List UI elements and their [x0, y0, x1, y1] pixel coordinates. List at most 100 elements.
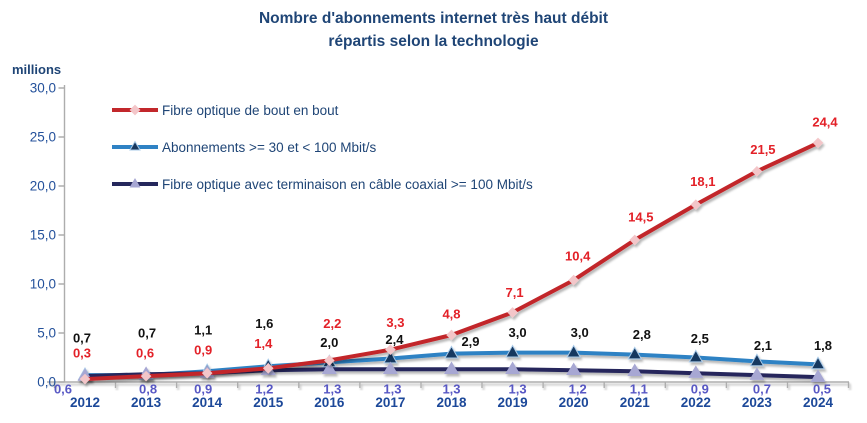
series-fibre-coaxial-100-mbits	[77, 361, 826, 382]
series-lines	[77, 137, 826, 385]
series-marker-triangle	[749, 353, 765, 367]
data-label-fibre-coaxial-100-mbits: 1,3	[509, 382, 527, 397]
x-axis-line	[47, 381, 850, 388]
series-marker-diamond	[812, 137, 824, 149]
series-marker-diamond	[690, 199, 702, 210]
legend-item-fibre-bout-en-bout: Fibre optique de bout en bout	[111, 102, 338, 118]
data-label-abonnements-30-100-mbits: 1,8	[814, 338, 832, 353]
data-label-fibre-coaxial-100-mbits: 0,8	[139, 382, 157, 397]
x-axis-tick-label: 2013	[131, 395, 162, 410]
axes: 0,0 5,0 10,0 15,0 20,0 25,0 30,0 2012 2013 2014 20…	[30, 81, 850, 410]
chart-title-line2: répartis selon la technologie	[328, 33, 539, 50]
legend-key-blue-line-triangle-icon	[112, 140, 158, 151]
series-fibre-optique-bout-en-bout	[79, 137, 824, 385]
data-label-fibre-optique-bout-en-bout: 3,3	[386, 315, 404, 330]
series-marker-triangle	[810, 356, 826, 370]
series-marker-triangle	[566, 344, 582, 358]
data-label-abonnements-30-100-mbits: 2,8	[633, 327, 651, 342]
y-axis-line	[58, 85, 66, 383]
series-marker-triangle	[505, 361, 521, 375]
data-label-fibre-coaxial-100-mbits: 1,1	[630, 382, 648, 397]
data-label-abonnements-30-100-mbits: 1,6	[255, 316, 273, 331]
data-label-abonnements-30-100-mbits: 3,0	[509, 325, 527, 340]
data-label-fibre-optique-bout-en-bout: 0,3	[73, 346, 91, 361]
y-axis-unit-label: millions	[12, 62, 62, 77]
data-label-fibre-optique-bout-en-bout: 18,1	[690, 174, 715, 189]
series-marker-triangle	[688, 349, 704, 363]
data-label-abonnements-30-100-mbits: 2,0	[320, 335, 338, 350]
data-label-abonnements-30-100-mbits: 1,1	[194, 323, 212, 338]
series-marker-triangle	[749, 367, 765, 380]
x-axis-tick-label: 2015	[253, 395, 284, 410]
legend-item-fibre-coaxial: Fibre optique avec terminaison en câble …	[111, 176, 533, 192]
series-marker-diamond	[751, 166, 763, 177]
data-label-fibre-coaxial-100-mbits: 0,9	[691, 382, 709, 397]
data-label-fibre-optique-bout-en-bout: 24,4	[812, 114, 838, 129]
x-axis-tick-label: 2014	[192, 395, 223, 410]
data-label-abonnements-30-100-mbits: 2,4	[385, 332, 404, 347]
data-label-fibre-coaxial-100-mbits: 1,2	[255, 382, 273, 397]
y-axis-tick-label: 20,0	[30, 179, 56, 194]
x-axis-tick-label: 2017	[375, 395, 405, 410]
data-label-abonnements-30-100-mbits: 2,5	[691, 331, 709, 346]
series-marker-diamond	[446, 329, 457, 341]
legend-label: Abonnements >= 30 et < 100 Mbit/s	[162, 139, 377, 155]
series-marker-triangle	[627, 363, 643, 376]
data-label-abonnements-30-100-mbits: 0,7	[138, 326, 156, 341]
series-marker-diamond	[568, 274, 579, 286]
data-label-fibre-coaxial-100-mbits: 1,3	[442, 382, 460, 397]
legend-label: Fibre optique avec terminaison en câble …	[162, 176, 533, 192]
series-marker-triangle	[321, 361, 337, 375]
legend-label: Fibre optique de bout en bout	[162, 102, 339, 118]
series-marker-triangle	[810, 369, 826, 382]
series-marker-triangle	[627, 346, 643, 360]
data-label-fibre-optique-bout-en-bout: 0,6	[136, 346, 154, 361]
legend-key-red-line-diamond-icon	[112, 104, 158, 116]
data-label-fibre-coaxial-100-mbits: 1,2	[569, 382, 587, 397]
x-axis-tick-label: 2016	[314, 395, 345, 410]
x-axis-tick-label: 2019	[498, 395, 528, 410]
data-label-fibre-coaxial-100-mbits: 0,6	[54, 382, 72, 397]
series-marker-triangle	[566, 362, 582, 375]
y-axis-tick-label: 30,0	[30, 81, 56, 96]
y-axis-tick-label: 15,0	[30, 228, 56, 243]
series-marker-diamond	[385, 344, 396, 355]
legend-item-abonnements-30-100: Abonnements >= 30 et < 100 Mbit/s	[111, 139, 376, 155]
chart-title-line1: Nombre d'abonnements internet très haut …	[258, 10, 609, 27]
series-marker-diamond	[324, 355, 335, 366]
y-axis-tick-label: 10,0	[30, 277, 56, 292]
chart-title: Nombre d'abonnements internet très haut …	[0, 7, 867, 53]
data-label-fibre-coaxial-100-mbits: 1,3	[383, 382, 401, 397]
series-marker-diamond	[507, 307, 518, 318]
data-label-abonnements-30-100-mbits: 3,0	[571, 325, 589, 340]
series-marker-diamond	[629, 234, 641, 246]
data-label-fibre-optique-bout-en-bout: 1,4	[254, 336, 273, 351]
data-label-fibre-optique-bout-en-bout: 4,8	[442, 307, 460, 322]
data-label-fibre-optique-bout-en-bout: 0,9	[194, 343, 212, 358]
y-axis-tick-label: 0,0	[37, 375, 56, 390]
data-label-fibre-coaxial-100-mbits: 0,9	[194, 382, 212, 397]
legend-key-navy-line-triangle-icon	[112, 178, 158, 188]
series-marker-diamond	[201, 367, 213, 379]
series-marker-diamond	[262, 362, 274, 374]
series-marker-diamond	[140, 370, 152, 382]
data-label-fibre-coaxial-100-mbits: 1,3	[323, 382, 341, 397]
data-label-fibre-coaxial-100-mbits: 0,5	[813, 382, 831, 397]
series-marker-triangle	[505, 344, 520, 358]
data-label-fibre-optique-bout-en-bout: 2,2	[323, 316, 341, 331]
data-label-abonnements-30-100-mbits: 2,9	[461, 334, 479, 349]
x-axis-tick-label: 2022	[681, 395, 711, 410]
x-axis-tick-label: 2023	[742, 395, 773, 410]
x-axis-tick-label: 2021	[620, 395, 651, 410]
x-axis-tick-label: 2018	[436, 395, 467, 410]
data-label-fibre-optique-bout-en-bout: 21,5	[750, 142, 775, 157]
data-label-abonnements-30-100-mbits: 2,1	[754, 338, 772, 353]
data-label-fibre-optique-bout-en-bout: 14,5	[628, 209, 653, 224]
x-axis-tick-label: 2024	[803, 395, 834, 410]
x-axis-tick-label: 2020	[559, 395, 589, 410]
data-label-fibre-coaxial-100-mbits: 0,7	[753, 382, 771, 397]
series-marker-triangle	[444, 345, 459, 359]
y-axis-tick-label: 5,0	[37, 326, 56, 341]
